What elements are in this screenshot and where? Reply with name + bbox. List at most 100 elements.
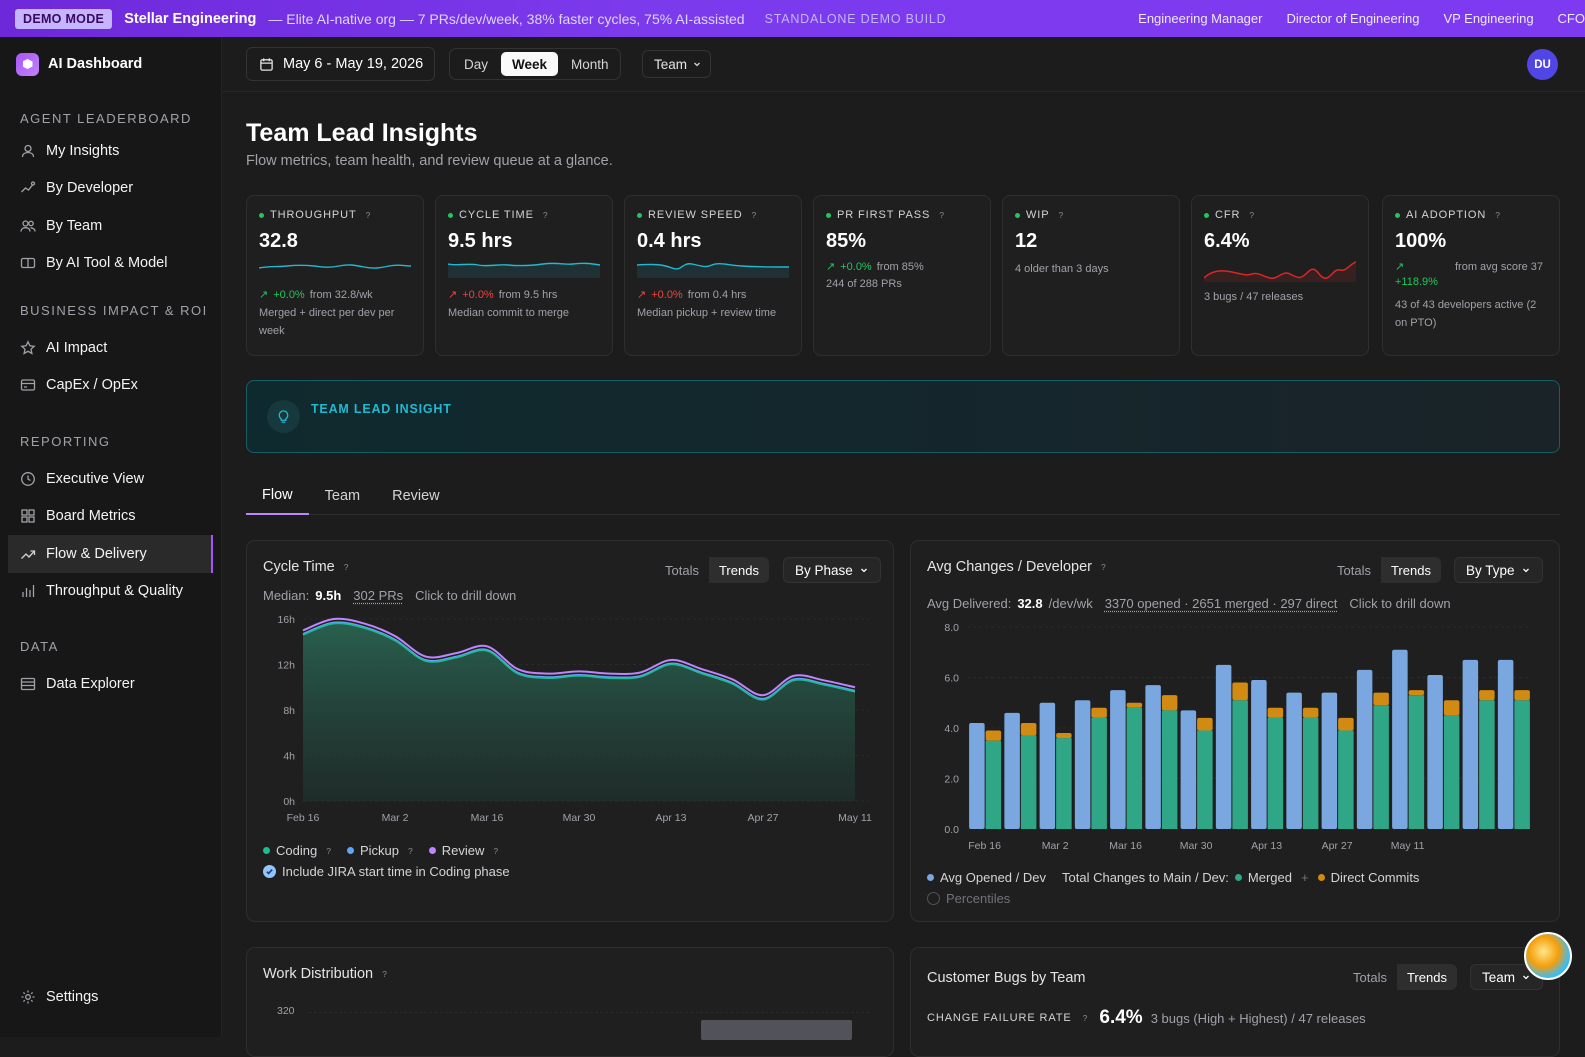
sidebar-item-executive-view[interactable]: Executive View: [0, 460, 213, 498]
user-avatar[interactable]: DU: [1527, 49, 1558, 80]
merged-bar: [985, 740, 1002, 829]
kpi-card-review-speed[interactable]: REVIEW SPEED? 0.4 hrs ↗ +0.0% from 0.4 hrs…: [624, 195, 802, 356]
users-icon: [20, 220, 36, 232]
demo-mode-badge: DEMO MODE: [15, 8, 113, 29]
counts-link[interactable]: 3370 opened · 2651 merged · 297 direct: [1104, 596, 1338, 611]
sidebar-item-flow-delivery[interactable]: Flow & Delivery: [8, 535, 213, 573]
kpi-card-cycle-time[interactable]: CYCLE TIME? 9.5 hrs ↗ +0.0% from 9.5 hrs M…: [435, 195, 613, 356]
kpi-card-throughput[interactable]: THROUGHPUT? 32.8 ↗ +0.0% from 32.8/wk Merg…: [246, 195, 424, 356]
avg-changes-bar-chart[interactable]: 0.0 2.0 4.0 6.0 8.0 Feb 16 Mar 2 Mar 16 Mar 30 Ap…: [911, 617, 1561, 857]
pr-count-link[interactable]: 302 PRs: [353, 588, 404, 603]
role-vp[interactable]: VP Engineering: [1443, 11, 1534, 26]
kpi-card-wip[interactable]: WIP? 12 4 older than 3 days: [1002, 195, 1180, 356]
help-icon[interactable]: ?: [382, 969, 387, 979]
brand[interactable]: AI Dashboard: [0, 37, 221, 91]
tab-team[interactable]: Team: [324, 487, 361, 504]
toggle-totals[interactable]: Totals: [665, 562, 699, 578]
sidebar-item-label: My Insights: [46, 142, 120, 159]
sidebar-item-by-ai-tool[interactable]: By AI Tool & Model: [0, 245, 213, 283]
checkbox-checked-icon[interactable]: [263, 865, 276, 878]
cfr-summary: CHANGE FAILURE RATE? 6.4% 3 bugs (High +…: [927, 1007, 1366, 1029]
legend-direct[interactable]: Direct Commits: [1330, 870, 1420, 885]
role-engineering-manager[interactable]: Engineering Manager: [1138, 11, 1263, 26]
sidebar-item-by-developer[interactable]: By Developer: [0, 170, 213, 208]
help-icon[interactable]: ?: [751, 210, 757, 220]
sidebar-item-capex-opex[interactable]: CapEx / OpEx: [0, 367, 213, 405]
legend-review[interactable]: Review: [441, 843, 485, 858]
help-icon[interactable]: ?: [407, 845, 413, 856]
granularity-day[interactable]: Day: [464, 56, 489, 72]
sparkline: [448, 260, 600, 278]
toggle-totals[interactable]: Totals: [1337, 562, 1371, 578]
sidebar-item-board-metrics[interactable]: Board Metrics: [0, 498, 213, 536]
toggle-totals[interactable]: Totals: [1353, 969, 1387, 985]
dropdown-label: Team: [1482, 969, 1516, 985]
sidebar-item-data-explorer[interactable]: Data Explorer: [0, 665, 213, 703]
sidebar-item-throughput-quality[interactable]: Throughput & Quality: [0, 573, 213, 611]
help-icon[interactable]: ?: [939, 210, 944, 220]
brand-name: AI Dashboard: [48, 56, 143, 72]
dropdown-label: By Phase: [795, 562, 853, 578]
scope-dropdown[interactable]: Team: [642, 50, 711, 78]
assistant-avatar[interactable]: [1524, 932, 1572, 980]
toggle-trends[interactable]: Trends: [1396, 964, 1457, 990]
date-range-picker[interactable]: May 6 - May 19, 2026: [246, 47, 435, 81]
sidebar-item-ai-impact[interactable]: AI Impact: [0, 329, 213, 367]
trend-icon: [21, 550, 36, 559]
help-icon[interactable]: ?: [1058, 210, 1064, 220]
cycle-time-area-chart[interactable]: 0h 4h 8h 12h 16h Feb 16 Mar 2 Mar 16 Mar 30 Apr 1…: [247, 609, 895, 825]
kpi-card-pr-first-pass[interactable]: PR FIRST PASS? 85% ↗ +0.0% from 85% 244 of…: [813, 195, 991, 356]
legend-merged[interactable]: Merged: [1247, 870, 1292, 885]
granularity-week[interactable]: Week: [501, 52, 559, 76]
kpi-label: WIP: [1026, 209, 1050, 221]
delivered-value: 32.8: [1017, 596, 1043, 611]
granularity-month[interactable]: Month: [571, 56, 609, 72]
kpi-delta: +0.0%: [840, 260, 872, 273]
tab-flow[interactable]: Flow: [246, 476, 309, 515]
breakdown-dropdown[interactable]: By Phase: [783, 557, 881, 583]
help-icon[interactable]: ?: [343, 562, 349, 572]
opened-bar: [969, 722, 985, 829]
kpi-label: CFR: [1215, 209, 1241, 221]
tab-review[interactable]: Review: [392, 487, 440, 504]
help-icon[interactable]: ?: [1249, 210, 1255, 220]
status-dot: [826, 212, 831, 218]
kpi-delta-row: ↗ +0.0% from 85%: [826, 260, 978, 274]
help-icon[interactable]: ?: [542, 210, 548, 220]
role-director[interactable]: Director of Engineering: [1286, 11, 1420, 26]
kpi-card-ai-adoption[interactable]: AI ADOPTION? 100% ↗ +118.9% from avg scor…: [1382, 195, 1560, 356]
x-tick-label: Apr 27: [748, 812, 779, 824]
help-icon[interactable]: ?: [326, 845, 331, 856]
kpi-card-cfr[interactable]: CFR? 6.4% 3 bugs / 47 releases: [1191, 195, 1369, 356]
help-icon[interactable]: ?: [365, 210, 371, 220]
toggle-trends[interactable]: Trends: [1380, 557, 1441, 583]
legend-opened[interactable]: Avg Opened / Dev: [940, 870, 1046, 885]
opened-bar: [1462, 659, 1479, 829]
opened-bar: [1180, 710, 1197, 829]
role-cfo[interactable]: CFO: [1557, 11, 1585, 26]
grid-icon: [21, 509, 35, 523]
help-icon[interactable]: ?: [1100, 562, 1106, 572]
work-distribution-card: Work Distribution? 320: [246, 947, 894, 1057]
breakdown-dropdown[interactable]: By Type: [1454, 557, 1543, 583]
legend-coding[interactable]: Coding: [276, 843, 318, 858]
opened-bar: [1321, 692, 1338, 829]
sidebar-item-label: By AI Tool & Model: [46, 255, 168, 272]
sidebar-item-my-insights[interactable]: My Insights: [0, 132, 213, 170]
jira-checkbox-row[interactable]: Include JIRA start time in Coding phase: [263, 864, 510, 879]
legend-pickup[interactable]: Pickup: [359, 843, 399, 858]
card-title: Cycle Time: [263, 559, 335, 575]
help-icon[interactable]: ?: [1495, 210, 1500, 220]
kpi-value: 32.8: [259, 230, 298, 252]
percentiles-row[interactable]: Percentiles: [927, 891, 1010, 906]
help-icon[interactable]: ?: [493, 845, 499, 856]
direct-bar: [1197, 717, 1213, 731]
sidebar-item-settings[interactable]: Settings: [0, 978, 210, 1016]
toggle-trends[interactable]: Trends: [708, 557, 769, 583]
cfr-detail: 3 bugs (High + Highest) / 47 releases: [1150, 1010, 1366, 1026]
kpi-label-row: PR FIRST PASS?: [826, 209, 978, 221]
kpi-label: THROUGHPUT: [270, 209, 357, 221]
sidebar-item-by-team[interactable]: By Team: [0, 207, 213, 245]
help-icon[interactable]: ?: [1082, 1013, 1088, 1023]
percentiles-radio[interactable]: [927, 892, 940, 905]
